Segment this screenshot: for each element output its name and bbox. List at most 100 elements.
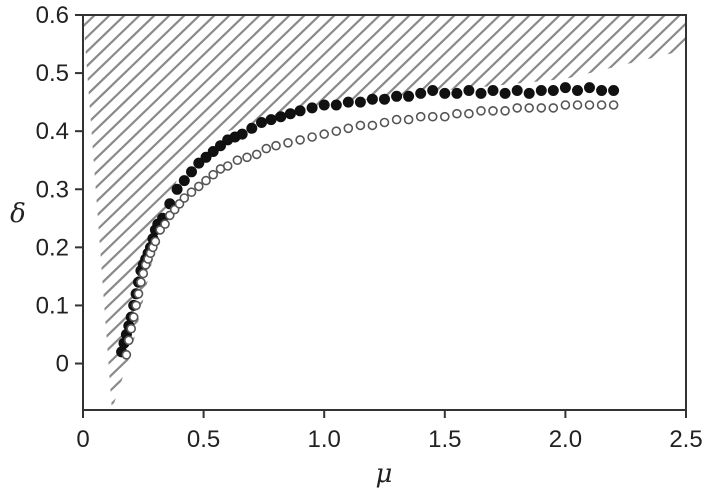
hatch-line: [354, 15, 686, 410]
y-tick-label: 0.3: [36, 176, 69, 203]
open-point: [584, 100, 595, 110]
hatch-line: [384, 15, 686, 410]
filled-point: [318, 99, 330, 111]
open-point: [160, 219, 170, 229]
hatch-line: [189, 15, 611, 410]
open-point: [391, 114, 402, 125]
hatch-line: [549, 15, 686, 410]
open-point: [261, 143, 272, 154]
hatch-line: [83, 15, 371, 410]
hatch-line: [99, 15, 521, 410]
filled-point: [306, 102, 318, 114]
open-point: [138, 268, 149, 279]
open-point: [271, 140, 281, 151]
hatch-line: [234, 15, 656, 410]
open-point: [464, 108, 474, 119]
filled-point: [215, 140, 226, 152]
filled-point: [584, 82, 595, 94]
open-point: [476, 106, 486, 116]
open-point: [427, 111, 438, 122]
filled-point: [487, 85, 499, 96]
filled-point: [275, 111, 287, 123]
open-point: [186, 187, 197, 197]
y-tick-label: 0.2: [36, 234, 69, 261]
open-point: [355, 120, 366, 131]
y-tick-label: 0: [56, 351, 69, 378]
hatch-line: [474, 15, 686, 410]
filled-point: [284, 108, 296, 120]
open-point: [415, 111, 426, 122]
x-axis-ticks: 0 0.5 1.0 1.5 2.0 2.5: [76, 410, 703, 453]
open-point: [560, 100, 571, 110]
filled-point: [427, 85, 439, 96]
filled-point: [403, 90, 415, 102]
filled-point: [379, 93, 390, 105]
filled-point: [294, 105, 306, 117]
open-point: [295, 135, 305, 145]
hatch-line: [83, 15, 176, 410]
open-point: [208, 169, 218, 180]
open-point: [251, 149, 262, 160]
hatch-line: [83, 15, 266, 410]
hatch-line: [159, 15, 581, 410]
open-point: [124, 335, 134, 346]
hatch-line: [294, 15, 686, 410]
open-point: [331, 126, 342, 136]
filled-point: [186, 166, 197, 178]
x-tick-label: 0.5: [187, 426, 220, 453]
hatch-line: [144, 15, 566, 410]
open-point: [128, 312, 139, 322]
open-point: [439, 111, 450, 122]
x-axis-title: μ: [376, 459, 393, 489]
open-point: [131, 300, 141, 311]
y-tick-label: 0.6: [36, 2, 69, 29]
filled-point: [439, 87, 451, 99]
filled-point: [366, 93, 378, 105]
hatch-line: [534, 15, 686, 410]
x-tick-label: 1.5: [428, 426, 461, 453]
filled-point: [535, 85, 547, 96]
filled-point: [246, 122, 258, 134]
hatch-line: [129, 15, 551, 410]
open-point: [596, 100, 607, 110]
hatch-line: [83, 15, 161, 410]
open-point: [367, 120, 378, 131]
hatch-line: [564, 15, 686, 410]
open-point: [179, 193, 190, 203]
hatch-line: [700, 10, 704, 415]
open-point: [194, 181, 204, 192]
hatch-line: [204, 15, 626, 410]
hatch-line: [83, 15, 341, 410]
hatch-line: [639, 15, 686, 410]
hatch-line: [83, 15, 191, 410]
y-tick-label: 0.4: [36, 118, 69, 145]
filled-point: [330, 99, 342, 111]
filled-point: [354, 96, 366, 108]
hatch-line: [83, 15, 326, 410]
hatch-line: [83, 15, 311, 410]
hatch-line: [609, 15, 686, 410]
filled-point: [178, 175, 190, 187]
open-point: [343, 123, 354, 134]
x-tick-label: 2.5: [669, 426, 702, 453]
open-point: [572, 100, 583, 110]
x-tick-label: 2.0: [549, 426, 582, 453]
open-point: [150, 236, 161, 247]
hatch-line: [624, 15, 686, 410]
open-point: [403, 114, 414, 125]
x-tick-label: 0: [76, 426, 89, 453]
filled-point: [256, 117, 267, 128]
series-2: [121, 100, 619, 360]
hatch-line: [0, 10, 10, 415]
open-point: [136, 277, 146, 288]
hatch-line: [83, 15, 206, 410]
hatch-line: [444, 15, 686, 410]
hatch-line: [83, 15, 281, 410]
y-tick-label: 0.5: [36, 60, 69, 87]
filled-point: [499, 87, 511, 99]
open-point: [524, 103, 535, 113]
hatch-line: [654, 15, 686, 410]
open-point: [222, 161, 233, 171]
filled-point: [463, 85, 475, 96]
open-point: [283, 138, 293, 148]
